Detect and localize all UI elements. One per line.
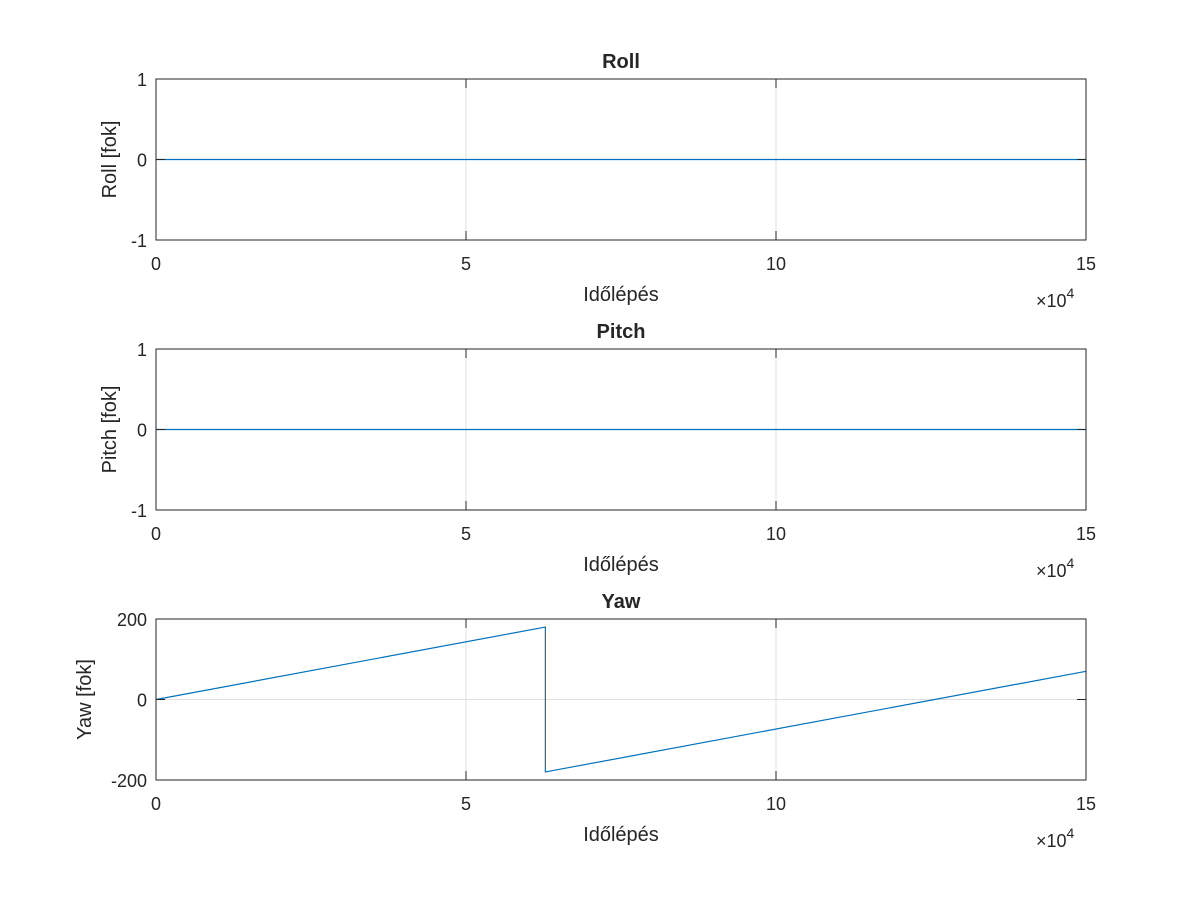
pitch-xtick-label-3: 15	[1076, 524, 1096, 544]
pitch-xtick-label-0: 0	[151, 524, 161, 544]
roll-ytick-label-1: 0	[137, 151, 147, 171]
roll-ylabel: Roll [fok]	[99, 121, 121, 199]
yaw-xlabel: Időlépés	[583, 824, 659, 846]
roll-xtick-label-3: 15	[1076, 254, 1096, 274]
roll-ytick-label-2: 1	[137, 70, 147, 90]
roll-xtick-label-2: 10	[766, 254, 786, 274]
roll-x-exponent-label: ×104	[1036, 285, 1075, 311]
pitch-ytick-label-2: 1	[137, 340, 147, 360]
roll-xlabel: Időlépés	[583, 284, 659, 306]
pitch-xtick-label-1: 5	[461, 524, 471, 544]
yaw-xtick-label-3: 15	[1076, 794, 1096, 814]
pitch-xlabel: Időlépés	[583, 554, 659, 576]
pitch-ytick-label-1: 0	[137, 421, 147, 441]
yaw-ytick-label-2: 200	[117, 610, 147, 630]
yaw-xtick-label-2: 10	[766, 794, 786, 814]
roll-title: Roll	[602, 51, 640, 73]
pitch-ytick-label-0: -1	[131, 501, 147, 521]
roll-xtick-label-0: 0	[151, 254, 161, 274]
yaw-xtick-label-0: 0	[151, 794, 161, 814]
pitch-x-exponent-label: ×104	[1036, 555, 1075, 581]
pitch-title: Pitch	[597, 321, 646, 343]
yaw-xtick-label-1: 5	[461, 794, 471, 814]
yaw-series-line-0	[155, 626, 1087, 773]
roll-ytick-label-0: -1	[131, 231, 147, 251]
yaw-x-exponent-label: ×104	[1036, 825, 1075, 851]
yaw-title: Yaw	[602, 591, 641, 613]
yaw-ytick-label-0: -200	[111, 771, 147, 791]
pitch-ylabel: Pitch [fok]	[99, 386, 121, 474]
pitch-xtick-label-2: 10	[766, 524, 786, 544]
roll-xtick-label-1: 5	[461, 254, 471, 274]
yaw-ytick-label-1: 0	[137, 691, 147, 711]
yaw-ylabel: Yaw [fok]	[74, 659, 96, 740]
